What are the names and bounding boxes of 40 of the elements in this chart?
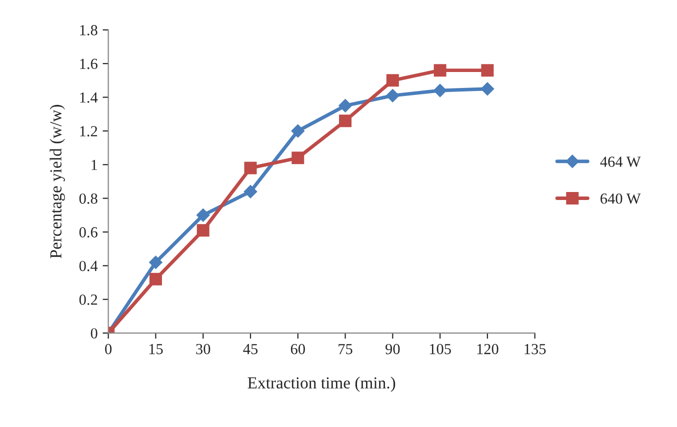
x-tick-label: 60 [290, 344, 305, 354]
x-tick-label: 15 [149, 344, 163, 354]
x-tick-label: 135 [524, 344, 546, 354]
point [481, 64, 494, 77]
x-tick-label: 45 [243, 344, 258, 354]
point [196, 224, 210, 237]
y-tick-label: 0.2 [79, 294, 98, 305]
point [386, 74, 399, 87]
y-tick-label: 0.8 [79, 193, 98, 204]
x-tick-label: 90 [386, 344, 400, 354]
point [244, 162, 257, 174]
y-tick-label: 0.6 [79, 227, 98, 238]
point [292, 152, 304, 164]
legend-label: 464 W [600, 156, 641, 167]
y-axis-title: Percentage yield (w/w) [50, 104, 65, 258]
point [434, 64, 446, 77]
point [149, 272, 162, 286]
y-tick-label: 1.4 [80, 92, 98, 103]
y-tick-label: 1.8 [80, 25, 98, 36]
y-tick-label: 1 [92, 160, 97, 170]
point [244, 184, 258, 198]
legend-label: 640 W [600, 193, 641, 204]
point [339, 114, 352, 128]
x-tick-label: 105 [430, 344, 451, 354]
x-tick-label: 120 [477, 344, 498, 354]
x-axis-title: Extraction time (min.) [248, 376, 396, 392]
point [433, 84, 447, 98]
point [149, 256, 162, 269]
y-tick-label: 0 [90, 328, 98, 339]
y-tick-label: 1.2 [80, 126, 98, 136]
point [196, 208, 210, 222]
y-tick-label: 0.4 [79, 260, 98, 272]
x-tick-label: 0 [105, 344, 112, 354]
y-tick-label: 1.6 [80, 58, 98, 70]
x-tick-label: 30 [196, 344, 210, 354]
point [291, 124, 304, 138]
point [338, 99, 352, 112]
point [386, 88, 400, 102]
x-tick-label: 75 [338, 344, 352, 354]
point [480, 82, 494, 96]
